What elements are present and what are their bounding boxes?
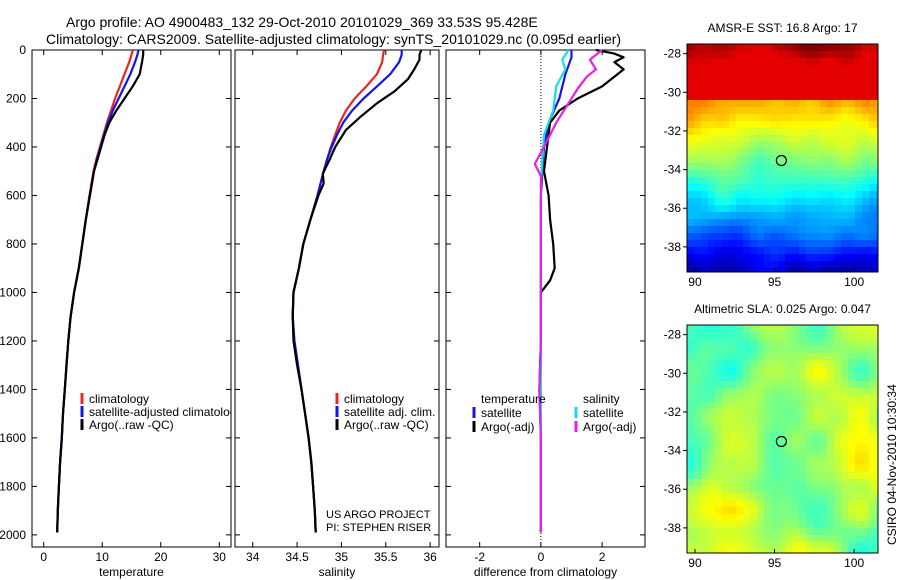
panel-frame — [31, 49, 232, 548]
map-field — [687, 325, 879, 554]
panel-frame — [234, 49, 440, 548]
legend-label: satellite — [583, 406, 624, 420]
y-tick-label: 600 — [6, 188, 26, 202]
y-tick-label: -28 — [664, 328, 682, 342]
y-tick-label: 0 — [19, 43, 26, 57]
x-tick-label: 95 — [768, 275, 782, 289]
y-tick-label: -34 — [664, 444, 682, 458]
x-tick-label: 34.5 — [285, 550, 309, 564]
legend-label: satellite — [481, 406, 522, 420]
x-tick-label: 10 — [96, 550, 110, 564]
y-tick-label: 1200 — [0, 334, 26, 348]
map-title: AMSR-E SST: 16.8 Argo: 17 — [707, 21, 857, 35]
y-tick-label: -32 — [664, 405, 682, 419]
y-tick-label: 2000 — [0, 528, 26, 542]
map-frame — [686, 324, 879, 554]
x-tick-label: 100 — [844, 275, 864, 289]
x-tick-label: 90 — [688, 275, 702, 289]
panel-temperature: 0 10 20 30 temperature 0 200 400 600 800 1000 1200 1… — [0, 43, 242, 579]
legend-label: Argo(..raw -QC) — [344, 418, 429, 432]
y-tick-label: 800 — [6, 237, 26, 251]
argo-position-marker — [775, 154, 787, 167]
map-panel-sst: 90 95 100 -28 -30 -32 -34 -36 -38 AMSR-E SST: 16.… — [664, 21, 879, 289]
y-tick-label: 1800 — [0, 479, 26, 493]
x-tick-label: -2 — [474, 550, 485, 564]
y-tick-label: 200 — [6, 91, 26, 105]
y-tick-label: -38 — [664, 521, 682, 535]
legend-heading: salinity — [583, 392, 620, 406]
x-tick-label: 2 — [599, 550, 606, 564]
y-tick-label: 400 — [6, 140, 26, 154]
map-title: Altimetric SLA: 0.025 Argo: 0.047 — [694, 302, 871, 316]
y-tick-label: -30 — [664, 85, 682, 99]
panel-salinity: 34 34.5 35 35.5 36 salinity climatologysatelli… — [234, 49, 440, 579]
y-tick-label: -36 — [664, 201, 682, 215]
figure-title-line2: Climatology: CARS2009. Satellite-adjuste… — [46, 31, 622, 47]
legend-heading: temperature — [481, 392, 546, 406]
x-tick-label: 36 — [423, 550, 437, 564]
x-tick-label: 34 — [246, 550, 260, 564]
series-line-black — [291, 49, 423, 533]
x-axis-label: difference from climatology — [474, 565, 617, 579]
y-tick-label: -36 — [664, 482, 682, 496]
legend-label: Argo(-adj) — [583, 420, 636, 434]
y-tick-label: 1400 — [0, 382, 26, 396]
x-tick-label: 100 — [844, 556, 864, 570]
legend-label: Argo(..raw -QC) — [89, 418, 174, 432]
map-panel-sla: 90 95 100 -28 -30 -32 -34 -36 -38 Altimetric SLA:… — [664, 302, 879, 570]
timestamp-label: CSIRO 04-Nov-2010 10:30:34 — [885, 384, 899, 545]
x-axis-label: salinity — [319, 565, 356, 579]
y-tick-label: -34 — [664, 163, 682, 177]
y-tick-label: -28 — [664, 47, 682, 61]
y-tick-label: 1600 — [0, 431, 26, 445]
x-axis-label: temperature — [99, 565, 164, 579]
legend-label: climatology — [89, 392, 149, 406]
y-tick-label: -30 — [664, 366, 682, 380]
map-frame — [686, 43, 879, 273]
legend-label: satellite adj. clim. — [344, 405, 435, 419]
series-line-magenta — [533, 49, 603, 533]
credit-annotation: PI: STEPHEN RISER — [326, 522, 431, 534]
x-tick-label: 0 — [538, 550, 545, 564]
legend-label: climatology — [344, 392, 404, 406]
x-tick-label: 0 — [40, 550, 47, 564]
legend-label: Argo(-adj) — [481, 420, 534, 434]
y-tick-label: 1000 — [0, 285, 26, 299]
x-tick-label: 95 — [768, 556, 782, 570]
x-tick-label: 35 — [335, 550, 349, 564]
legend: temperaturesatelliteArgo(-adj)salinitysa… — [472, 392, 636, 434]
series-line-black — [56, 50, 145, 533]
figure-title-line1: Argo profile: AO 4900483_132 29-Oct-2010… — [66, 14, 538, 30]
argo-position-marker — [775, 435, 787, 448]
map-field — [687, 44, 879, 273]
y-tick-label: -32 — [664, 124, 682, 138]
x-tick-label: 30 — [213, 550, 227, 564]
panel-frame — [445, 49, 646, 548]
x-tick-label: 90 — [688, 556, 702, 570]
x-tick-label: 20 — [154, 550, 168, 564]
legend-label: satellite-adjusted climatology — [89, 405, 242, 419]
credit-annotation: US ARGO PROJECT — [326, 509, 431, 521]
x-tick-label: 35.5 — [374, 550, 398, 564]
y-tick-label: -38 — [664, 240, 682, 254]
